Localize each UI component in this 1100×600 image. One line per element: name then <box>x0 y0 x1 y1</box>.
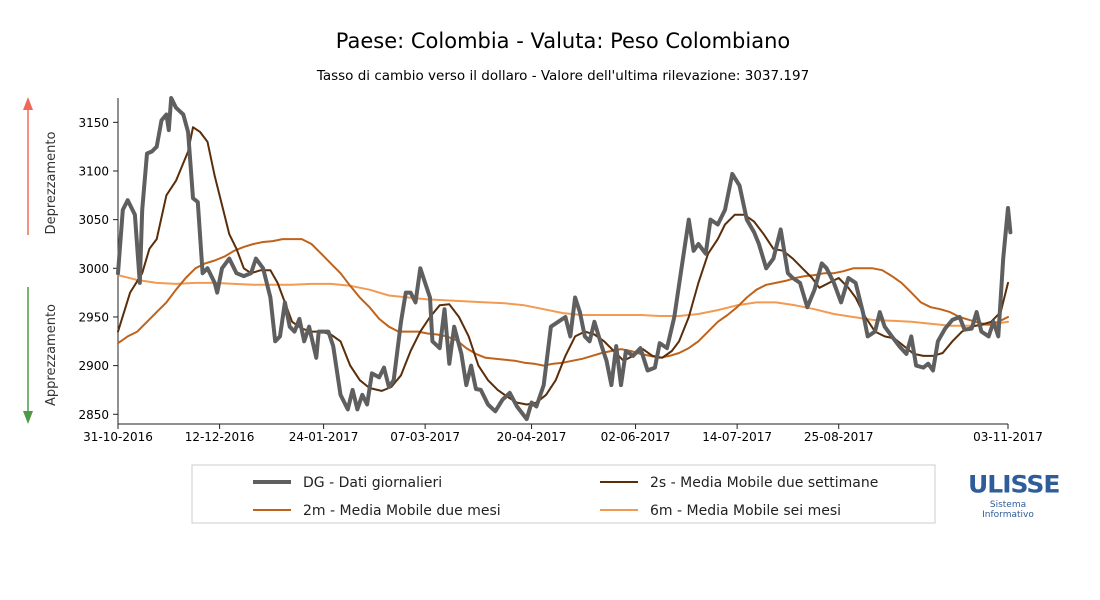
legend-box <box>191 464 936 524</box>
plot-area <box>116 96 1013 422</box>
y-label-depreciation: Deprezzamento <box>44 132 59 235</box>
x-tick-label: 07-03-2017 <box>390 430 460 444</box>
legend-label-6m: 6m - Media Mobile sei mesi <box>650 503 841 519</box>
up-arrowhead-icon <box>23 97 33 110</box>
depreciation-indicator: Deprezzamento <box>23 97 59 235</box>
x-tick-label: 24-01-2017 <box>289 430 359 444</box>
logo-line-2: Informativo <box>982 510 1034 520</box>
y-tick-label: 2900 <box>78 359 109 373</box>
appreciation-indicator: Apprezzamento <box>23 287 59 424</box>
x-tick-label: 20-04-2017 <box>497 430 567 444</box>
ulisse-logo: ULISSE Sistema Informativo <box>968 470 1061 520</box>
y-tick-label: 3100 <box>78 164 109 178</box>
x-tick-label: 02-06-2017 <box>601 430 671 444</box>
series-line-dg <box>116 96 1013 422</box>
axes: 2850 2900 2950 3000 3050 3100 3150 31-10-2016 12… <box>78 98 1043 444</box>
y-label-appreciation: Apprezzamento <box>44 304 59 406</box>
logo-wordmark: ULISSE <box>968 470 1061 499</box>
x-tick-label: 14-07-2017 <box>702 430 772 444</box>
x-tick-label: 31-10-2016 <box>83 430 153 444</box>
logo-line-1: Sistema <box>989 500 1027 510</box>
legend: DG - Dati giornalieri 2s - Media Mobile d… <box>191 464 936 524</box>
y-tick-label: 3050 <box>78 213 109 227</box>
y-tick-label: 2950 <box>78 310 109 324</box>
y-tick-label: 3000 <box>78 262 109 276</box>
down-arrowhead-icon <box>23 411 33 424</box>
legend-label-2m: 2m - Media Mobile due mesi <box>303 503 501 519</box>
chart-subtitle: Tasso di cambio verso il dollaro - Valor… <box>316 68 809 84</box>
chart-title: Paese: Colombia - Valuta: Peso Colombian… <box>336 29 790 53</box>
y-tick-label: 2850 <box>78 408 109 422</box>
legend-label-dg: DG - Dati giornalieri <box>303 475 442 491</box>
x-tick-label: 25-08-2017 <box>804 430 874 444</box>
x-tick-label: 12-12-2016 <box>185 430 255 444</box>
y-tick-label: 3150 <box>78 116 109 130</box>
legend-label-2s: 2s - Media Mobile due settimane <box>650 475 878 491</box>
x-tick-label: 03-11-2017 <box>973 430 1043 444</box>
series-line-2m <box>117 238 1009 367</box>
